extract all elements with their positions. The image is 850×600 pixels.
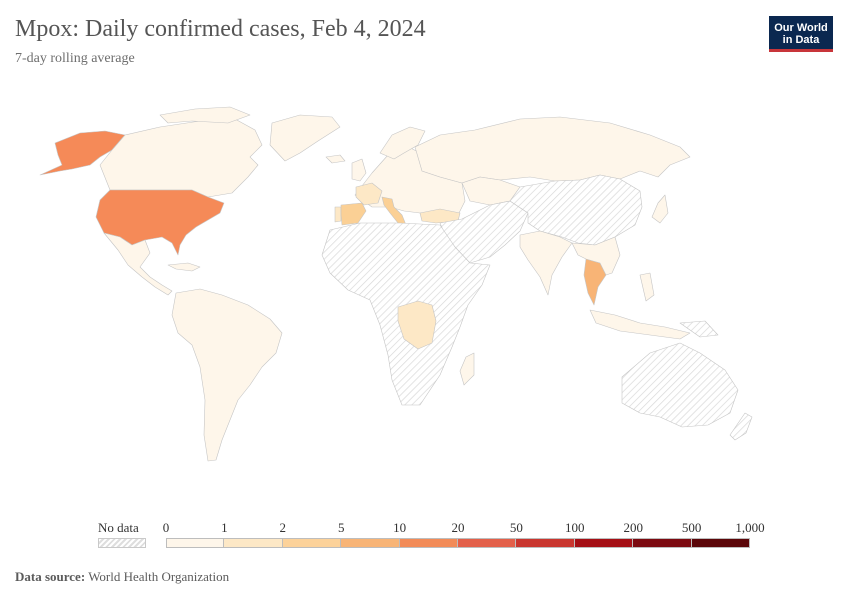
region-philippines[interactable] bbox=[639, 272, 655, 302]
region-indonesia[interactable] bbox=[589, 309, 691, 340]
legend-color-scale bbox=[166, 538, 750, 548]
legend-no-data-swatch bbox=[98, 538, 146, 548]
chart-subtitle: 7-day rolling average bbox=[15, 51, 135, 66]
legend-tick-label: 2 bbox=[279, 520, 287, 535]
region-scandinavia[interactable] bbox=[379, 126, 426, 160]
region-india[interactable] bbox=[519, 230, 573, 296]
world-map bbox=[39, 106, 753, 462]
region-madagascar[interactable] bbox=[459, 352, 475, 386]
region-southeast-asia[interactable] bbox=[571, 236, 621, 276]
legend-bin-9[interactable] bbox=[691, 538, 750, 548]
region-portugal[interactable] bbox=[334, 206, 342, 223]
region-australia[interactable] bbox=[621, 342, 739, 428]
legend-bin-4[interactable] bbox=[399, 538, 458, 548]
legend-bin-1[interactable] bbox=[224, 538, 283, 548]
owid-logo[interactable]: Our World in Data bbox=[769, 16, 833, 52]
data-source-value[interactable]: World Health Organization bbox=[88, 569, 230, 584]
legend-tick-label: 5 bbox=[337, 520, 345, 535]
legend-tick-label: 0 bbox=[162, 520, 170, 535]
region-canada[interactable] bbox=[99, 118, 263, 198]
legend-bin-0[interactable] bbox=[166, 538, 225, 548]
region-russia[interactable] bbox=[414, 116, 691, 184]
region-alaska[interactable] bbox=[39, 130, 126, 176]
legend-tick-label: 500 bbox=[681, 520, 702, 535]
legend-tick-label: 1,000 bbox=[735, 520, 765, 535]
region-iceland[interactable] bbox=[325, 154, 346, 164]
region-france[interactable] bbox=[355, 182, 383, 206]
logo-line-1: Our World bbox=[774, 22, 828, 34]
legend-tick-label: 100 bbox=[565, 520, 585, 535]
region-new-zealand[interactable] bbox=[729, 412, 753, 441]
region-china[interactable] bbox=[509, 174, 643, 246]
legend-bin-8[interactable] bbox=[633, 538, 692, 548]
chart-title: Mpox: Daily confirmed cases, Feb 4, 2024 bbox=[15, 16, 426, 42]
region-dr-congo[interactable] bbox=[397, 300, 437, 350]
legend-tick-label: 1 bbox=[221, 520, 228, 535]
legend-tick-label: 200 bbox=[623, 520, 643, 535]
legend-bin-6[interactable] bbox=[516, 538, 575, 548]
region-uk[interactable] bbox=[351, 158, 367, 182]
data-source-label: Data source: bbox=[15, 569, 86, 584]
region-mexico[interactable] bbox=[103, 232, 173, 296]
region-greenland[interactable] bbox=[269, 114, 341, 162]
legend-tick-label: 20 bbox=[451, 520, 465, 535]
region-canada-islands[interactable] bbox=[159, 106, 251, 124]
legend-bin-5[interactable] bbox=[458, 538, 517, 548]
legend-bin-2[interactable] bbox=[282, 538, 342, 548]
region-caribbean[interactable] bbox=[167, 262, 201, 272]
region-south-america[interactable] bbox=[171, 288, 283, 462]
region-spain[interactable] bbox=[340, 202, 367, 226]
logo-line-2: in Data bbox=[782, 34, 820, 46]
legend-bin-3[interactable] bbox=[341, 538, 400, 548]
legend-tick-label: 50 bbox=[509, 520, 523, 535]
region-japan[interactable] bbox=[651, 194, 669, 224]
legend-bin-7[interactable] bbox=[574, 538, 634, 548]
legend-no-data-label: No data bbox=[98, 520, 139, 535]
data-source: Data source: World Health Organization bbox=[15, 569, 229, 585]
region-papua-new-guinea[interactable] bbox=[679, 320, 719, 338]
legend-tick-label: 10 bbox=[393, 520, 407, 535]
